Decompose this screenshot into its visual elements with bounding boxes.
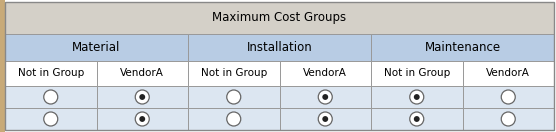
Bar xyxy=(371,86,463,108)
Bar xyxy=(0,0,5,132)
Circle shape xyxy=(502,112,515,126)
Circle shape xyxy=(318,112,332,126)
Circle shape xyxy=(227,112,241,126)
Text: VendorA: VendorA xyxy=(304,69,347,79)
Circle shape xyxy=(322,116,328,122)
Circle shape xyxy=(135,112,149,126)
Bar xyxy=(5,61,97,86)
Text: VendorA: VendorA xyxy=(486,69,530,79)
Circle shape xyxy=(227,90,241,104)
Bar xyxy=(463,108,554,130)
Circle shape xyxy=(44,90,58,104)
Bar xyxy=(188,61,280,86)
Bar xyxy=(371,108,463,130)
Text: Material: Material xyxy=(72,41,121,54)
Text: Not in Group: Not in Group xyxy=(18,69,84,79)
Bar xyxy=(371,34,554,61)
Bar xyxy=(463,86,554,108)
Bar xyxy=(97,61,188,86)
Text: Installation: Installation xyxy=(247,41,312,54)
Text: Not in Group: Not in Group xyxy=(201,69,267,79)
Bar xyxy=(280,61,371,86)
Bar xyxy=(463,61,554,86)
Circle shape xyxy=(410,112,424,126)
Circle shape xyxy=(502,90,515,104)
Text: Not in Group: Not in Group xyxy=(384,69,450,79)
Bar xyxy=(5,2,554,34)
Bar xyxy=(97,108,188,130)
Bar xyxy=(97,86,188,108)
Bar xyxy=(188,34,371,61)
Circle shape xyxy=(318,90,332,104)
Bar xyxy=(188,86,280,108)
Bar xyxy=(280,86,371,108)
Bar xyxy=(371,61,463,86)
Circle shape xyxy=(44,112,58,126)
Bar xyxy=(5,34,188,61)
Circle shape xyxy=(414,94,420,100)
Bar xyxy=(5,108,97,130)
Circle shape xyxy=(140,94,145,100)
Text: VendorA: VendorA xyxy=(120,69,164,79)
Text: Maximum Cost Groups: Maximum Cost Groups xyxy=(212,11,346,25)
Circle shape xyxy=(322,94,328,100)
Bar xyxy=(280,108,371,130)
Circle shape xyxy=(140,116,145,122)
Bar xyxy=(5,86,97,108)
Text: Maintenance: Maintenance xyxy=(424,41,500,54)
Circle shape xyxy=(414,116,420,122)
Circle shape xyxy=(410,90,424,104)
Bar xyxy=(188,108,280,130)
Circle shape xyxy=(135,90,149,104)
